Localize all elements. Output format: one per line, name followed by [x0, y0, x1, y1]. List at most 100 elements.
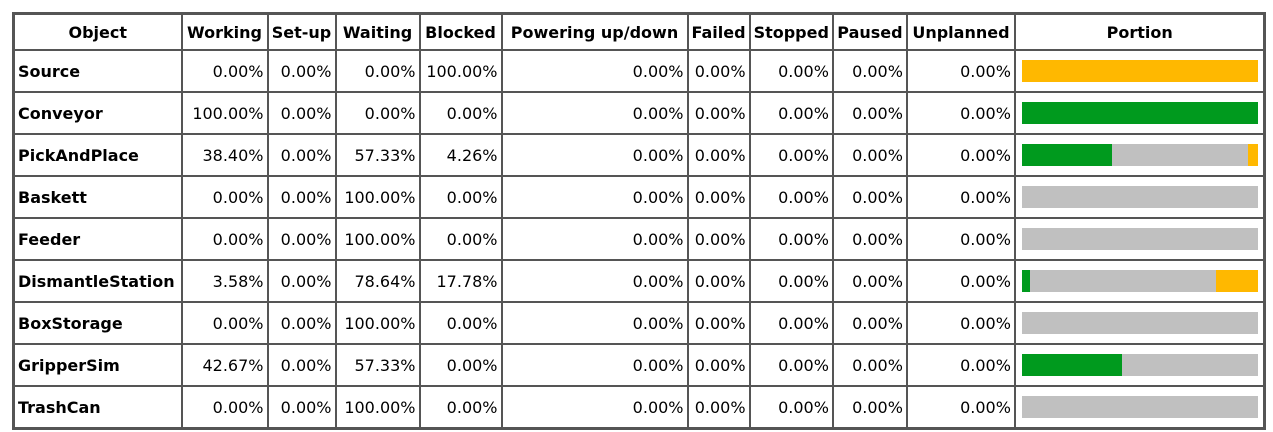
table-row: GripperSim 42.67% 0.00% 57.33% 0.00% 0.00% 0.0…: [12, 343, 1266, 387]
object-name: TrashCan: [12, 385, 183, 430]
percent-cell: 0.00%: [500, 259, 689, 303]
column-header: Paused: [831, 12, 908, 51]
percent-cell: 0.00%: [686, 343, 751, 387]
percent-cell: 0.00%: [266, 49, 337, 93]
percent-cell: 0.00%: [748, 133, 834, 177]
portion-segment: [1021, 144, 1113, 166]
object-name: Conveyor: [12, 91, 183, 135]
percent-cell: 0.00%: [831, 301, 908, 345]
table-row: DismantleStation 3.58% 0.00% 78.64% 17.78% 0.…: [12, 259, 1266, 303]
percent-cell: 0.00%: [905, 133, 1016, 177]
percent-cell: 0.00%: [180, 301, 269, 345]
percent-cell: 0.00%: [831, 133, 908, 177]
percent-cell: 0.00%: [831, 49, 908, 93]
percent-cell: 100.00%: [334, 175, 421, 219]
percent-cell: 0.00%: [686, 385, 751, 430]
portion-bar: [1021, 186, 1258, 208]
percent-cell: 0.00%: [905, 91, 1016, 135]
object-name: GripperSim: [12, 343, 183, 387]
header-row: Object Working Set-up Waiting Blocked Powerin…: [12, 12, 1266, 51]
percent-cell: 0.00%: [418, 385, 503, 430]
percent-cell: 0.00%: [266, 343, 337, 387]
percent-cell: 0.00%: [905, 343, 1016, 387]
percent-cell: 0.00%: [831, 217, 908, 261]
percent-cell: 57.33%: [334, 343, 421, 387]
table-row: Feeder 0.00% 0.00% 100.00% 0.00% 0.00% 0.00% 0.…: [12, 217, 1266, 261]
percent-cell: 0.00%: [831, 175, 908, 219]
portion-bar: [1021, 144, 1258, 166]
percent-cell: 0.00%: [686, 301, 751, 345]
percent-cell: 78.64%: [334, 259, 421, 303]
table-row: Baskett 0.00% 0.00% 100.00% 0.00% 0.00% 0.00% 0…: [12, 175, 1266, 219]
portion-cell: [1013, 301, 1266, 345]
portion-segment: [1030, 270, 1216, 292]
percent-cell: 0.00%: [500, 343, 689, 387]
column-header: Blocked: [418, 12, 503, 51]
portion-segment: [1021, 228, 1258, 250]
percent-cell: 0.00%: [831, 385, 908, 430]
percent-cell: 0.00%: [418, 301, 503, 345]
percent-cell: 0.00%: [334, 91, 421, 135]
object-name: DismantleStation: [12, 259, 183, 303]
percent-cell: 4.26%: [418, 133, 503, 177]
percent-cell: 0.00%: [905, 301, 1016, 345]
percent-cell: 0.00%: [334, 49, 421, 93]
column-header: Set-up: [266, 12, 337, 51]
portion-segment: [1122, 354, 1258, 376]
portion-cell: [1013, 133, 1266, 177]
portion-segment: [1021, 396, 1258, 418]
percent-cell: 0.00%: [748, 343, 834, 387]
portion-segment: [1021, 270, 1031, 292]
percent-cell: 100.00%: [418, 49, 503, 93]
percent-cell: 100.00%: [334, 217, 421, 261]
percent-cell: 0.00%: [180, 49, 269, 93]
portion-segment: [1021, 60, 1258, 82]
table-row: Conveyor 100.00% 0.00% 0.00% 0.00% 0.00% 0.00%…: [12, 91, 1266, 135]
portion-bar: [1021, 102, 1258, 124]
percent-cell: 3.58%: [180, 259, 269, 303]
portion-bar: [1021, 270, 1258, 292]
percent-cell: 0.00%: [686, 217, 751, 261]
percent-cell: 0.00%: [266, 175, 337, 219]
portion-cell: [1013, 343, 1266, 387]
portion-cell: [1013, 49, 1266, 93]
column-header: Object: [12, 12, 183, 51]
portion-segment: [1021, 102, 1258, 124]
portion-cell: [1013, 217, 1266, 261]
percent-cell: 0.00%: [500, 49, 689, 93]
percent-cell: 0.00%: [500, 133, 689, 177]
percent-cell: 38.40%: [180, 133, 269, 177]
portion-cell: [1013, 175, 1266, 219]
portion-segment: [1112, 144, 1248, 166]
percent-cell: 0.00%: [905, 175, 1016, 219]
percent-cell: 57.33%: [334, 133, 421, 177]
percent-cell: 0.00%: [500, 301, 689, 345]
percent-cell: 0.00%: [831, 91, 908, 135]
percent-cell: 0.00%: [266, 133, 337, 177]
portion-segment: [1215, 270, 1258, 292]
percent-cell: 100.00%: [180, 91, 269, 135]
portion-bar: [1021, 60, 1258, 82]
table-row: PickAndPlace 38.40% 0.00% 57.33% 4.26% 0.00% 0…: [12, 133, 1266, 177]
table-row: TrashCan 0.00% 0.00% 100.00% 0.00% 0.00% 0.00%…: [12, 385, 1266, 430]
portion-segment: [1247, 144, 1258, 166]
percent-cell: 0.00%: [180, 175, 269, 219]
percent-cell: 0.00%: [748, 259, 834, 303]
percent-cell: 0.00%: [686, 91, 751, 135]
percent-cell: 0.00%: [905, 259, 1016, 303]
object-name: PickAndPlace: [12, 133, 183, 177]
column-header: Failed: [686, 12, 751, 51]
object-name: Feeder: [12, 217, 183, 261]
table-body: Source 0.00% 0.00% 0.00% 100.00% 0.00% 0.00% 0.…: [12, 49, 1266, 430]
percent-cell: 0.00%: [418, 217, 503, 261]
percent-cell: 0.00%: [266, 217, 337, 261]
percent-cell: 0.00%: [418, 343, 503, 387]
percent-cell: 0.00%: [748, 301, 834, 345]
portion-cell: [1013, 259, 1266, 303]
percent-cell: 0.00%: [500, 217, 689, 261]
percent-cell: 0.00%: [500, 175, 689, 219]
object-name: Baskett: [12, 175, 183, 219]
table-row: BoxStorage 0.00% 0.00% 100.00% 0.00% 0.00% 0.0…: [12, 301, 1266, 345]
percent-cell: 0.00%: [686, 175, 751, 219]
